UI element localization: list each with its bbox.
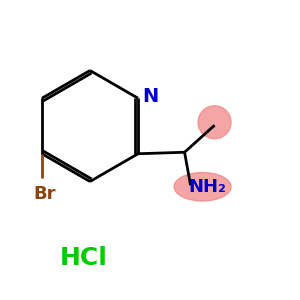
Text: Br: Br: [34, 185, 56, 203]
Ellipse shape: [174, 172, 231, 201]
Text: HCl: HCl: [60, 246, 108, 270]
Circle shape: [198, 106, 231, 139]
Text: N: N: [142, 87, 159, 106]
Text: NH₂: NH₂: [188, 178, 226, 196]
